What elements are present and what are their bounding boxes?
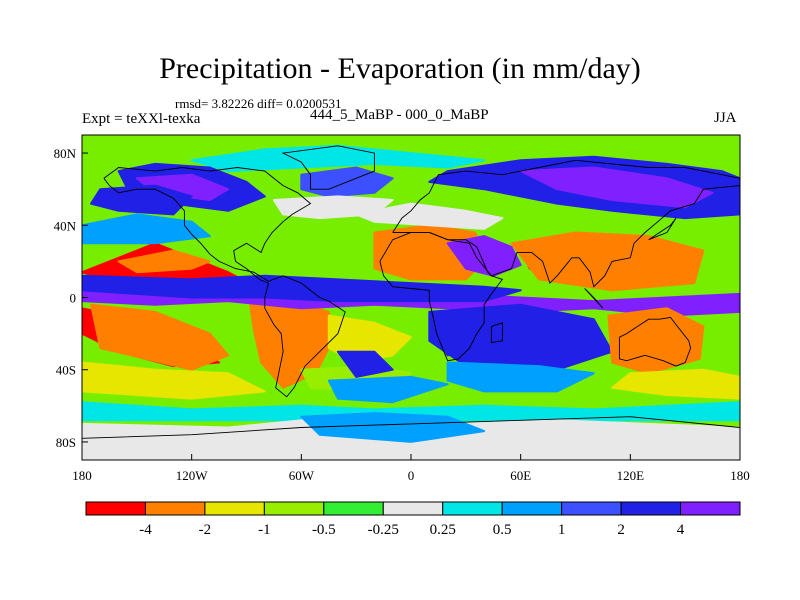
region-south-pacific-yellow: [82, 361, 266, 400]
coastline-7: [584, 288, 604, 309]
colorbar-label-9: 4: [677, 522, 685, 538]
region-south-atlantic-lightblue: [327, 375, 449, 404]
colorbar-label-0: -4: [139, 522, 152, 538]
plot-title: Precipitation - Evaporation (in mm/day): [159, 52, 641, 85]
region-antarctic-lightblue: [300, 412, 486, 443]
colorbar-label-6: 0.5: [493, 522, 512, 538]
colorbar-label-4: -0.25: [368, 522, 399, 538]
x-tick-label-3: 0: [408, 468, 415, 483]
y-tick-label-3: 40S: [56, 363, 76, 378]
coastlines: [82, 145, 740, 439]
colorbar-swatch-9: [620, 501, 682, 516]
region-indian-ocean-lightblue: [446, 361, 595, 393]
region-central-asia-purple: [446, 235, 522, 277]
colorbar-label-7: 1: [558, 522, 566, 538]
experiment-label: Expt = teXXl-texka: [82, 111, 201, 127]
x-tick-label-1: 120W: [176, 468, 209, 483]
x-tick-label-6: 180: [730, 468, 750, 483]
x-tick-label-0: 180: [72, 468, 92, 483]
region-north-pacific-orange: [117, 249, 211, 274]
x-tick-label-4: 60E: [510, 468, 531, 483]
y-tick-label-1: 40N: [54, 218, 77, 233]
region-north-atlantic-white: [272, 195, 394, 220]
region-south-atlantic-blue: [336, 350, 394, 378]
colorbar-label-1: -2: [199, 522, 212, 538]
colorbar-label-2: -1: [258, 522, 271, 538]
colorbar-swatch-5: [382, 501, 444, 516]
coastline-1: [281, 145, 375, 190]
region-equatorial-blue: [82, 274, 522, 303]
colorbar-swatch-7: [501, 501, 563, 516]
colorbar-swatch-10: [680, 501, 741, 516]
coastline-4: [618, 316, 692, 367]
colorbar: -4 -2 -1 -0.5 -0.25 0.25 0.5 1 2 4: [85, 501, 741, 538]
rmsd-diff-stats: rmsd= 3.82226 diff= 0.0200531: [175, 96, 342, 111]
colorbar-swatch-8: [561, 501, 622, 516]
colorbar-swatch-2: [204, 501, 265, 516]
coastline-8: [648, 217, 677, 241]
colorbar-swatch-1: [144, 501, 206, 516]
region-north-pacific-lightblue: [82, 213, 211, 245]
colorbar-swatch-0: [85, 501, 146, 516]
coastline-6: [490, 322, 503, 344]
region-eurasia-purple: [519, 166, 714, 209]
region-north-europe-white: [355, 202, 504, 230]
region-africa-south-blue: [431, 310, 482, 357]
colorbar-label-5: 0.25: [430, 522, 456, 538]
field-regions: [82, 144, 740, 460]
coastline-5: [82, 416, 740, 439]
coastline-3: [379, 232, 504, 362]
y-tick-label-0: 80N: [54, 146, 77, 161]
coastline-0: [103, 167, 346, 398]
axis-ticks: 180 120W 60W 0 60E 120E 180 80N 40N 0 40S 80S: [54, 146, 750, 483]
season-label: JJA: [714, 110, 737, 126]
colorbar-label-3: -0.5: [312, 522, 336, 538]
map-plot-area: [81, 134, 741, 461]
colorbar-swatch-6: [442, 501, 503, 516]
y-tick-label-2: 0: [70, 291, 77, 306]
region-arctic-cyan: [190, 144, 486, 173]
region-australia-orange: [607, 307, 705, 375]
colorbar-swatch-3: [263, 501, 325, 516]
region-asia-orange: [510, 231, 705, 292]
region-north-pacific-blue: [90, 184, 193, 216]
colorbar-swatch-4: [323, 501, 384, 516]
region-south-pacific-orange: [90, 303, 230, 371]
x-tick-label-2: 60W: [289, 468, 315, 483]
y-tick-label-4: 80S: [56, 435, 76, 450]
experiment-subtitle: 444_5_MaBP - 000_0_MaBP: [310, 107, 489, 123]
region-tasman-yellow: [611, 368, 740, 400]
x-tick-label-5: 120E: [617, 468, 645, 483]
region-indian-ocean-blue: [428, 303, 614, 371]
colorbar-label-8: 2: [617, 522, 625, 538]
